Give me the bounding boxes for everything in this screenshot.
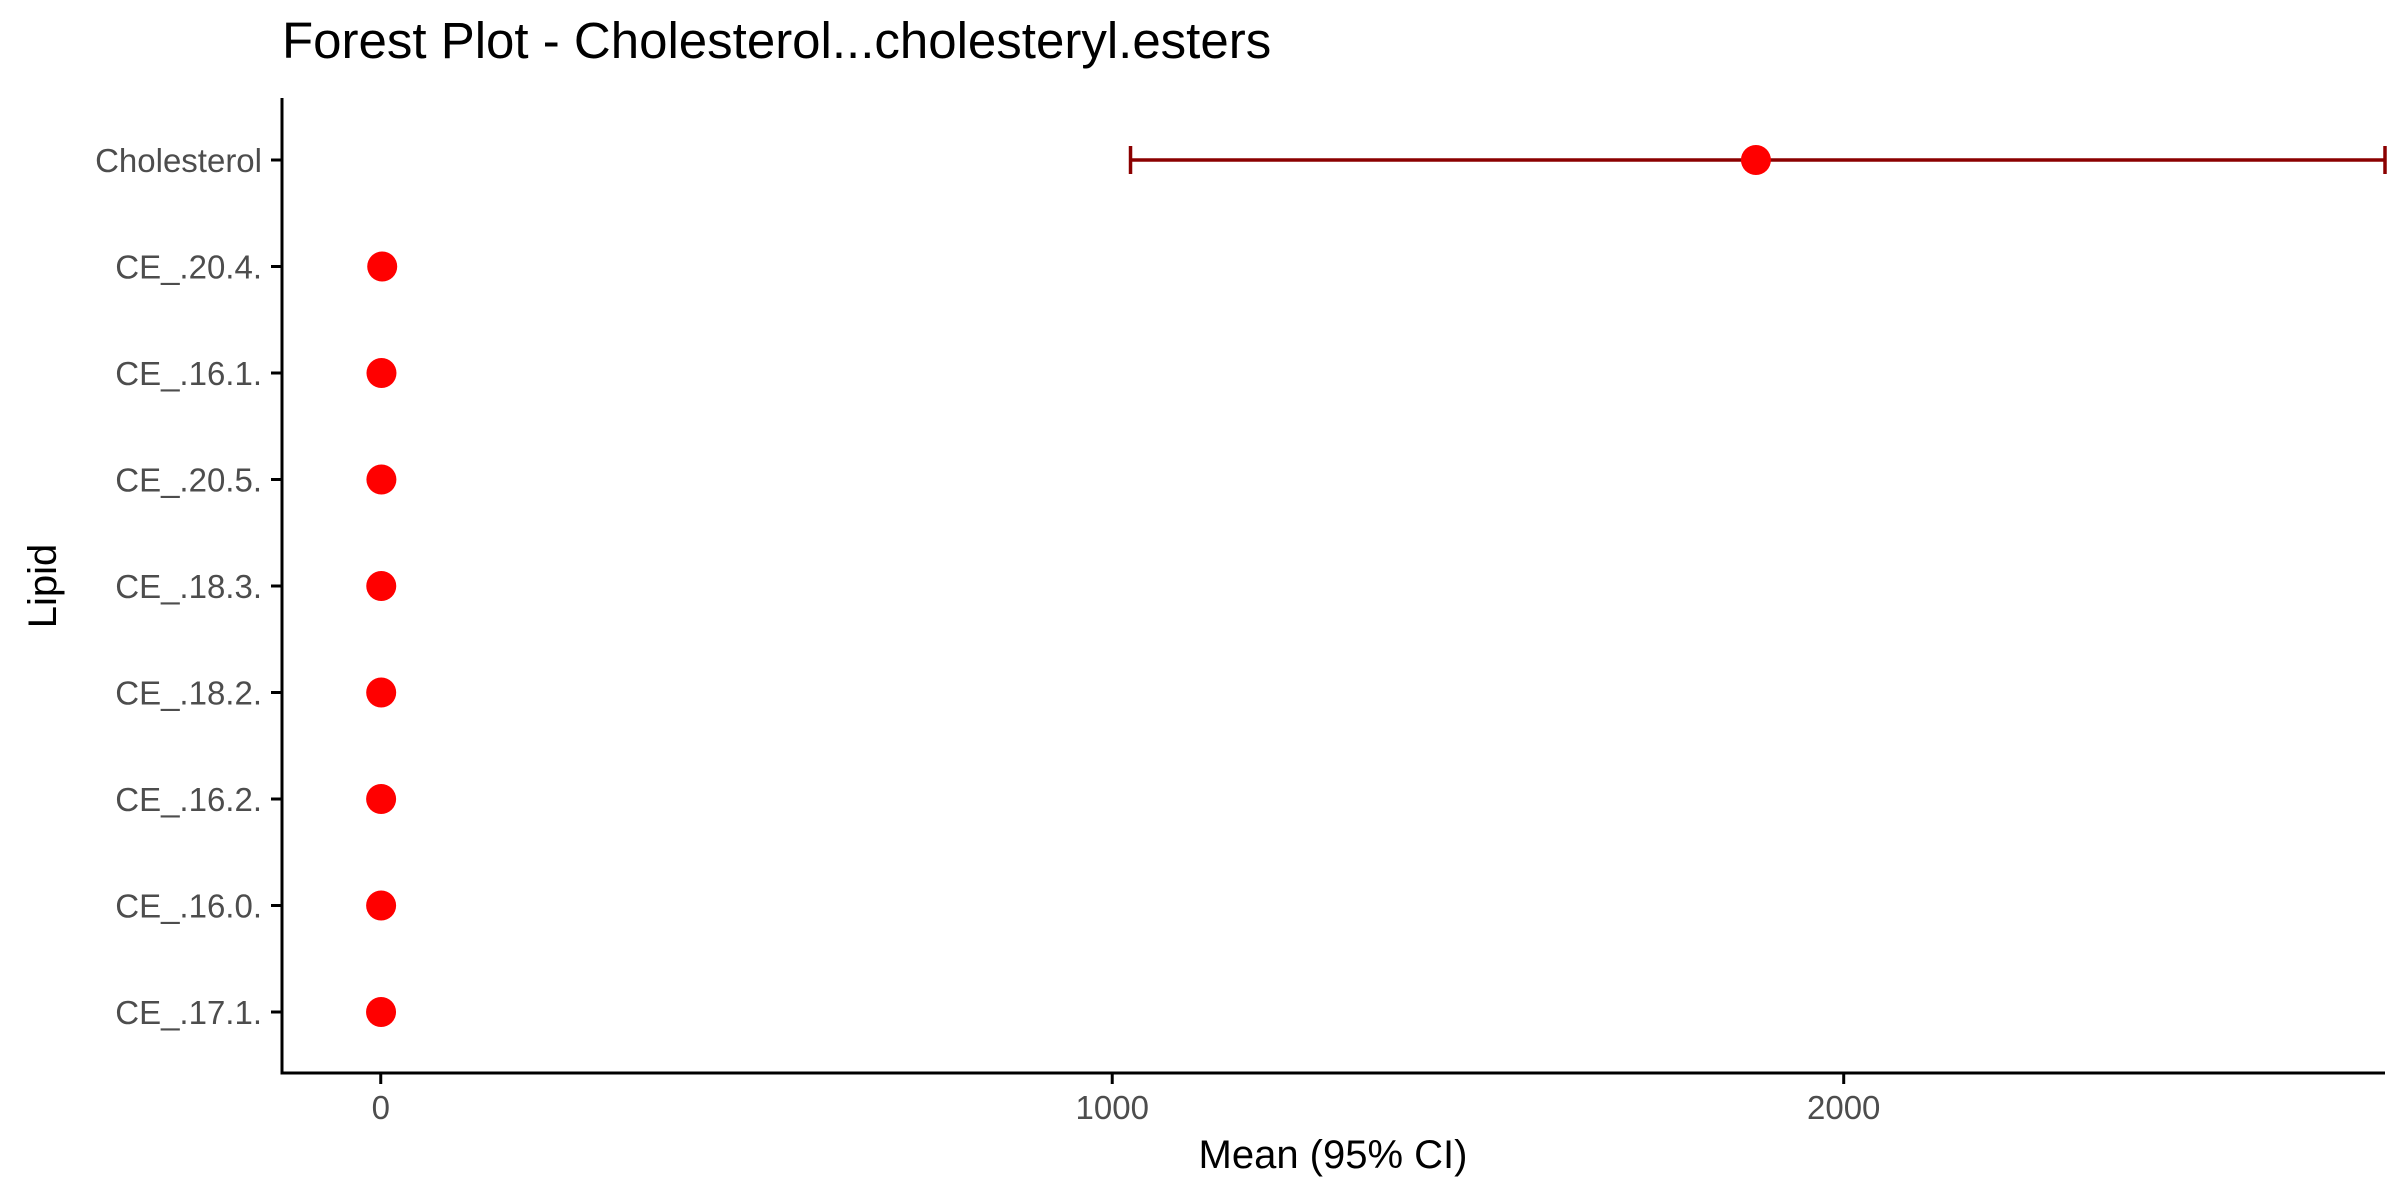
y-tick-label: CE_.18.3. bbox=[115, 568, 262, 605]
mean-point bbox=[366, 890, 397, 921]
x-axis-title: Mean (95% CI) bbox=[1199, 1133, 1468, 1177]
y-tick-label: Cholesterol bbox=[95, 142, 262, 179]
y-tick-label: CE_.16.0. bbox=[115, 888, 262, 925]
mean-point bbox=[366, 571, 397, 601]
y-tick-label: CE_.20.4. bbox=[115, 249, 262, 286]
plot-area: 0 1000 2000 Cholesterol CE_.20.4. CE_.16.1. CE… bbox=[95, 98, 2387, 1126]
x-tick-label: 2000 bbox=[1807, 1089, 1880, 1126]
x-tick-label: 0 bbox=[372, 1089, 390, 1126]
mean-point bbox=[1740, 145, 1771, 175]
x-tick-label: 1000 bbox=[1076, 1089, 1149, 1126]
y-axis-title: Lipid bbox=[21, 544, 65, 629]
y-tick-label: CE_.20.5. bbox=[115, 462, 262, 499]
chart-title: Forest Plot - Cholesterol...cholesteryl.… bbox=[282, 12, 1271, 69]
y-tick-label: CE_.18.2. bbox=[115, 675, 262, 712]
y-tick-label: CE_.16.2. bbox=[115, 781, 262, 818]
y-tick-label: CE_.16.1. bbox=[115, 355, 262, 392]
mean-point bbox=[366, 997, 397, 1027]
y-tick-label: CE_.17.1. bbox=[115, 994, 262, 1031]
mean-point bbox=[366, 358, 397, 388]
mean-point bbox=[366, 784, 397, 814]
mean-point bbox=[366, 464, 397, 495]
mean-point bbox=[367, 251, 398, 282]
mean-point bbox=[366, 677, 397, 708]
